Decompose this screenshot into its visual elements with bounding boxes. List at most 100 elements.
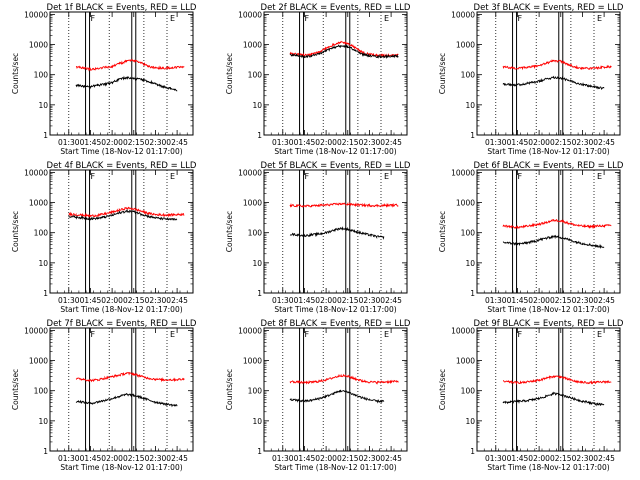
series-line-events (502, 391, 605, 407)
x-tick-label: 01:45 (507, 454, 529, 463)
event-marker-label: E (597, 172, 602, 181)
y-tick-label: 10000 (24, 326, 48, 335)
y-tick-label: 100 (34, 387, 49, 396)
y-tick-label: 100 (248, 71, 263, 80)
y-tick-label: 100 (34, 71, 49, 80)
y-tick-label: 1 (43, 289, 48, 298)
x-axis-label: Start Time (18-Nov-12 01:17:00) (487, 305, 609, 314)
y-tick-label: 10000 (451, 326, 475, 335)
x-tick-label: 01:30 (272, 454, 294, 463)
x-tick-label: 01:30 (58, 296, 80, 305)
x-tick-label: 02:15 (123, 138, 145, 147)
series-line-lld (289, 373, 399, 385)
panel-title: Det 5f BLACK = Events, RED = LLD (261, 161, 411, 171)
x-tick-label: 02:45 (166, 454, 188, 463)
event-marker-label: F (91, 330, 96, 339)
y-tick-label: 1 (470, 131, 475, 140)
x-tick-label: 02:45 (593, 454, 615, 463)
y-axis-label: Counts/sec (11, 211, 20, 252)
event-marker-label: F (91, 14, 96, 23)
x-tick-label: 01:30 (272, 138, 294, 147)
panel-det-3: Det 3f BLACK = Events, RED = LLD 1 10 100 10… (438, 3, 624, 156)
series-line-events (289, 44, 399, 60)
x-tick-label: 02:30 (572, 138, 594, 147)
x-tick-label: 02:15 (337, 454, 359, 463)
y-axis-label: Counts/sec (225, 211, 234, 252)
x-axis-label: Start Time (18-Nov-12 01:17:00) (60, 305, 182, 314)
y-tick-label: 1000 (243, 41, 262, 50)
panel-det-5: Det 5f BLACK = Events, RED = LLD 1 10 100 10… (225, 161, 411, 314)
x-tick-label: 02:00 (315, 138, 337, 147)
y-tick-label: 10000 (451, 168, 475, 177)
y-tick-label: 1000 (29, 41, 48, 50)
event-marker-label: E (170, 330, 175, 339)
y-tick-label: 10 (252, 101, 262, 110)
y-tick-label: 10 (38, 259, 48, 268)
y-tick-label: 10 (465, 417, 475, 426)
event-marker-label: E (170, 172, 175, 181)
y-axis-label: Counts/sec (225, 53, 234, 94)
plot-frame (476, 11, 621, 136)
x-tick-label: 02:00 (101, 454, 123, 463)
series-line-lld (75, 58, 185, 72)
y-axis-label: Counts/sec (11, 53, 20, 94)
x-tick-label: 01:45 (80, 296, 102, 305)
series-line-lld (68, 206, 185, 218)
series-line-events (502, 234, 605, 249)
y-tick-label: 1000 (456, 357, 475, 366)
x-axis-label: Start Time (18-Nov-12 01:17:00) (274, 463, 396, 472)
plot-frame (263, 11, 408, 136)
y-tick-label: 100 (461, 71, 476, 80)
series-line-events (75, 392, 178, 408)
x-axis-label: Start Time (18-Nov-12 01:17:00) (487, 147, 609, 156)
event-marker-label: E (597, 14, 602, 23)
y-tick-label: 10 (252, 259, 262, 268)
series-line-events (502, 75, 605, 90)
y-tick-label: 1 (43, 131, 48, 140)
x-tick-label: 01:30 (485, 138, 507, 147)
x-tick-label: 01:45 (507, 138, 529, 147)
y-tick-label: 1 (43, 447, 48, 456)
y-tick-label: 10000 (238, 10, 262, 19)
y-axis-label: Counts/sec (225, 369, 234, 410)
panel-title: Det 3f BLACK = Events, RED = LLD (474, 3, 624, 13)
y-tick-label: 10000 (451, 10, 475, 19)
y-axis-label: Counts/sec (438, 369, 447, 410)
x-tick-label: 02:15 (337, 138, 359, 147)
x-axis-label: Start Time (18-Nov-12 01:17:00) (60, 463, 182, 472)
series-line-lld (503, 375, 612, 385)
y-tick-label: 10 (465, 259, 475, 268)
panel-det-1: Det 1f BLACK = Events, RED = LLD 1 10 100 10… (11, 3, 197, 156)
y-tick-label: 100 (461, 229, 476, 238)
y-tick-label: 10000 (238, 326, 262, 335)
panel-det-8: Det 8f BLACK = Events, RED = LLD 1 10 100 10… (225, 319, 411, 472)
x-tick-label: 02:30 (359, 454, 381, 463)
x-tick-label: 02:15 (123, 454, 145, 463)
x-tick-label: 01:45 (294, 454, 316, 463)
y-tick-label: 10000 (238, 168, 262, 177)
event-marker-label: E (170, 14, 175, 23)
panel-title: Det 7f BLACK = Events, RED = LLD (47, 319, 197, 329)
y-axis-label: Counts/sec (438, 211, 447, 252)
x-tick-label: 02:30 (145, 138, 167, 147)
x-tick-label: 02:45 (380, 296, 402, 305)
plot-frame (49, 169, 194, 294)
y-tick-label: 10000 (24, 168, 48, 177)
x-tick-label: 02:00 (101, 296, 123, 305)
panel-title: Det 6f BLACK = Events, RED = LLD (474, 161, 624, 171)
y-tick-label: 1000 (243, 357, 262, 366)
x-tick-label: 02:45 (166, 296, 188, 305)
event-marker-label: F (91, 172, 96, 181)
x-axis-label: Start Time (18-Nov-12 01:17:00) (487, 463, 609, 472)
x-tick-label: 01:45 (294, 296, 316, 305)
x-tick-label: 01:45 (507, 296, 529, 305)
x-tick-label: 02:45 (166, 138, 188, 147)
y-axis-label: Counts/sec (11, 369, 20, 410)
x-tick-label: 02:45 (593, 296, 615, 305)
x-axis-label: Start Time (18-Nov-12 01:17:00) (274, 147, 396, 156)
y-tick-label: 1 (257, 289, 262, 298)
x-tick-label: 01:45 (80, 138, 102, 147)
x-tick-label: 01:30 (272, 296, 294, 305)
x-tick-label: 02:30 (359, 296, 381, 305)
